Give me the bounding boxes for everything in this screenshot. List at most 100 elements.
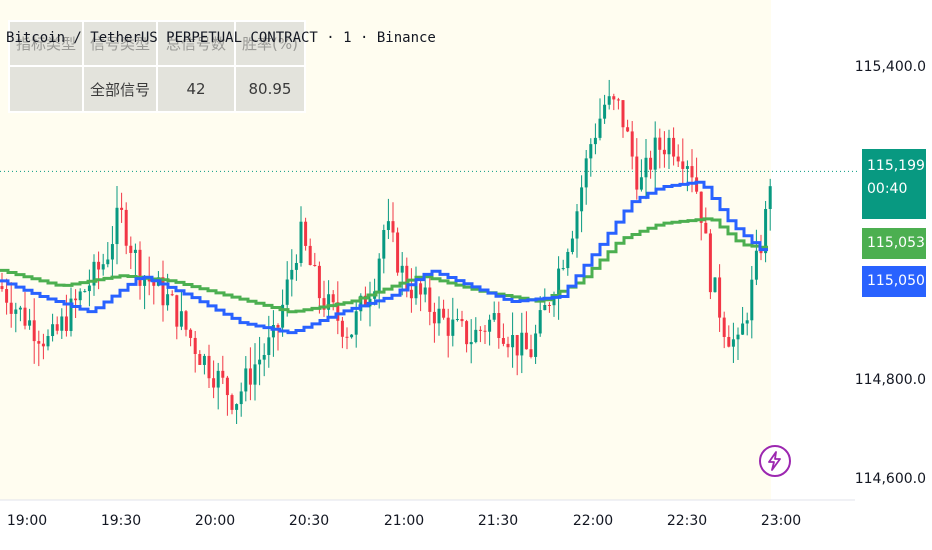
candle-body: [120, 207, 124, 210]
candle-body: [313, 264, 317, 266]
cell-indicator-type: [8, 65, 84, 113]
candle-body: [580, 187, 584, 212]
candle-body: [685, 166, 689, 169]
candle-body: [110, 244, 114, 260]
candle-body: [626, 127, 630, 132]
candle-body: [97, 261, 101, 270]
candle-body: [327, 294, 331, 310]
candle-body: [262, 354, 266, 360]
candle-body: [184, 311, 188, 330]
candle-body: [667, 137, 671, 155]
candle-body: [382, 230, 386, 259]
candle-body: [340, 320, 344, 337]
signal-stats-table: 指标类型 信号类型 总信号数 胜率(%) 全部信号 42 80.95: [8, 20, 306, 113]
candle-body: [64, 316, 68, 331]
candle-body: [28, 320, 32, 326]
candle-body: [727, 336, 731, 347]
price-label-115400: 115,400.0: [854, 59, 926, 75]
candle-body: [391, 221, 395, 233]
candle-body: [69, 298, 73, 331]
last-price-badge: 115,199.9 00:40: [862, 149, 932, 219]
candle-body: [741, 323, 745, 335]
candle-body: [9, 302, 13, 314]
candle-body: [308, 245, 312, 265]
candle-body: [14, 309, 18, 314]
candle-body: [658, 137, 662, 150]
candle-body: [584, 158, 588, 188]
time-label-1930: 19:30: [100, 513, 142, 529]
candle-body: [92, 261, 96, 286]
candle-body: [129, 245, 133, 253]
candle-body: [258, 359, 262, 365]
candle-body: [713, 277, 717, 293]
candle-body: [225, 377, 229, 396]
lightning-icon[interactable]: [759, 445, 791, 477]
time-label-1900: 19:00: [6, 513, 48, 529]
time-label-2230: 22:30: [666, 513, 708, 529]
lightning-glyph: [768, 451, 781, 471]
candle-body: [704, 222, 708, 234]
candle-body: [101, 264, 105, 270]
blue-ma-badge: 115,050.1: [862, 266, 932, 297]
candle-body: [5, 289, 9, 303]
candle-body: [202, 355, 206, 365]
candle-body: [350, 334, 354, 338]
candle-body: [60, 316, 64, 331]
candle-body: [635, 156, 639, 190]
price-label-114800: 114,800.0: [854, 372, 926, 388]
candle-body: [759, 250, 763, 254]
candle-body: [621, 100, 625, 128]
symbol-title: Bitcoin / TetherUS PERPETUAL CONTRACT · …: [6, 30, 436, 46]
green-ma-badge: 115,053.1: [862, 228, 932, 259]
candle-body: [87, 285, 91, 292]
candle-body: [750, 279, 754, 321]
candle-body: [51, 324, 55, 337]
candle-body: [428, 287, 432, 312]
candle-body: [175, 295, 179, 327]
candle-body: [244, 368, 248, 392]
candle-body: [166, 294, 170, 306]
candle-body: [74, 298, 78, 301]
cell-total-signals: 42: [156, 65, 236, 113]
candle-body: [612, 96, 616, 100]
candle-body: [239, 391, 243, 405]
candle-body: [552, 297, 556, 306]
cell-signal-type: 全部信号: [82, 65, 158, 113]
candle-body: [317, 265, 321, 299]
candle-body: [331, 294, 335, 303]
stats-data-row: 全部信号 42 80.95: [8, 65, 306, 113]
candle-body: [193, 337, 197, 355]
candle-body: [152, 281, 156, 286]
candle-body: [55, 324, 59, 331]
candle-body: [170, 294, 174, 296]
candle-body: [501, 338, 505, 344]
time-label-2200: 22:00: [572, 513, 614, 529]
green-ma-line: [0, 217, 768, 314]
candle-body: [235, 404, 239, 410]
last-price-value: 115,199.9: [867, 158, 932, 174]
candle-body: [359, 295, 363, 312]
candle-body: [78, 291, 82, 301]
candle-body: [32, 320, 36, 342]
candle-body: [212, 378, 216, 388]
candle-body: [672, 137, 676, 157]
candle-body: [285, 279, 289, 305]
header-signal-type: 信号类型: [82, 20, 158, 67]
stats-header-row: 指标类型 信号类型 总信号数 胜率(%): [8, 20, 306, 67]
candle-body: [290, 269, 294, 280]
candle-body: [336, 302, 340, 321]
price-label-114600: 114,600.0: [854, 471, 926, 487]
candle-body: [271, 325, 275, 338]
candle-body: [506, 343, 510, 348]
candle-body: [488, 319, 492, 332]
candle-body: [469, 342, 473, 345]
candle-body: [745, 320, 749, 324]
candle-body: [432, 311, 436, 324]
candle-body: [681, 161, 685, 169]
candle-body: [442, 308, 446, 318]
candle-body: [451, 319, 455, 336]
candle-body: [437, 308, 441, 324]
candle-body: [18, 307, 22, 310]
candle-body: [322, 298, 326, 310]
candle-body: [133, 249, 137, 253]
